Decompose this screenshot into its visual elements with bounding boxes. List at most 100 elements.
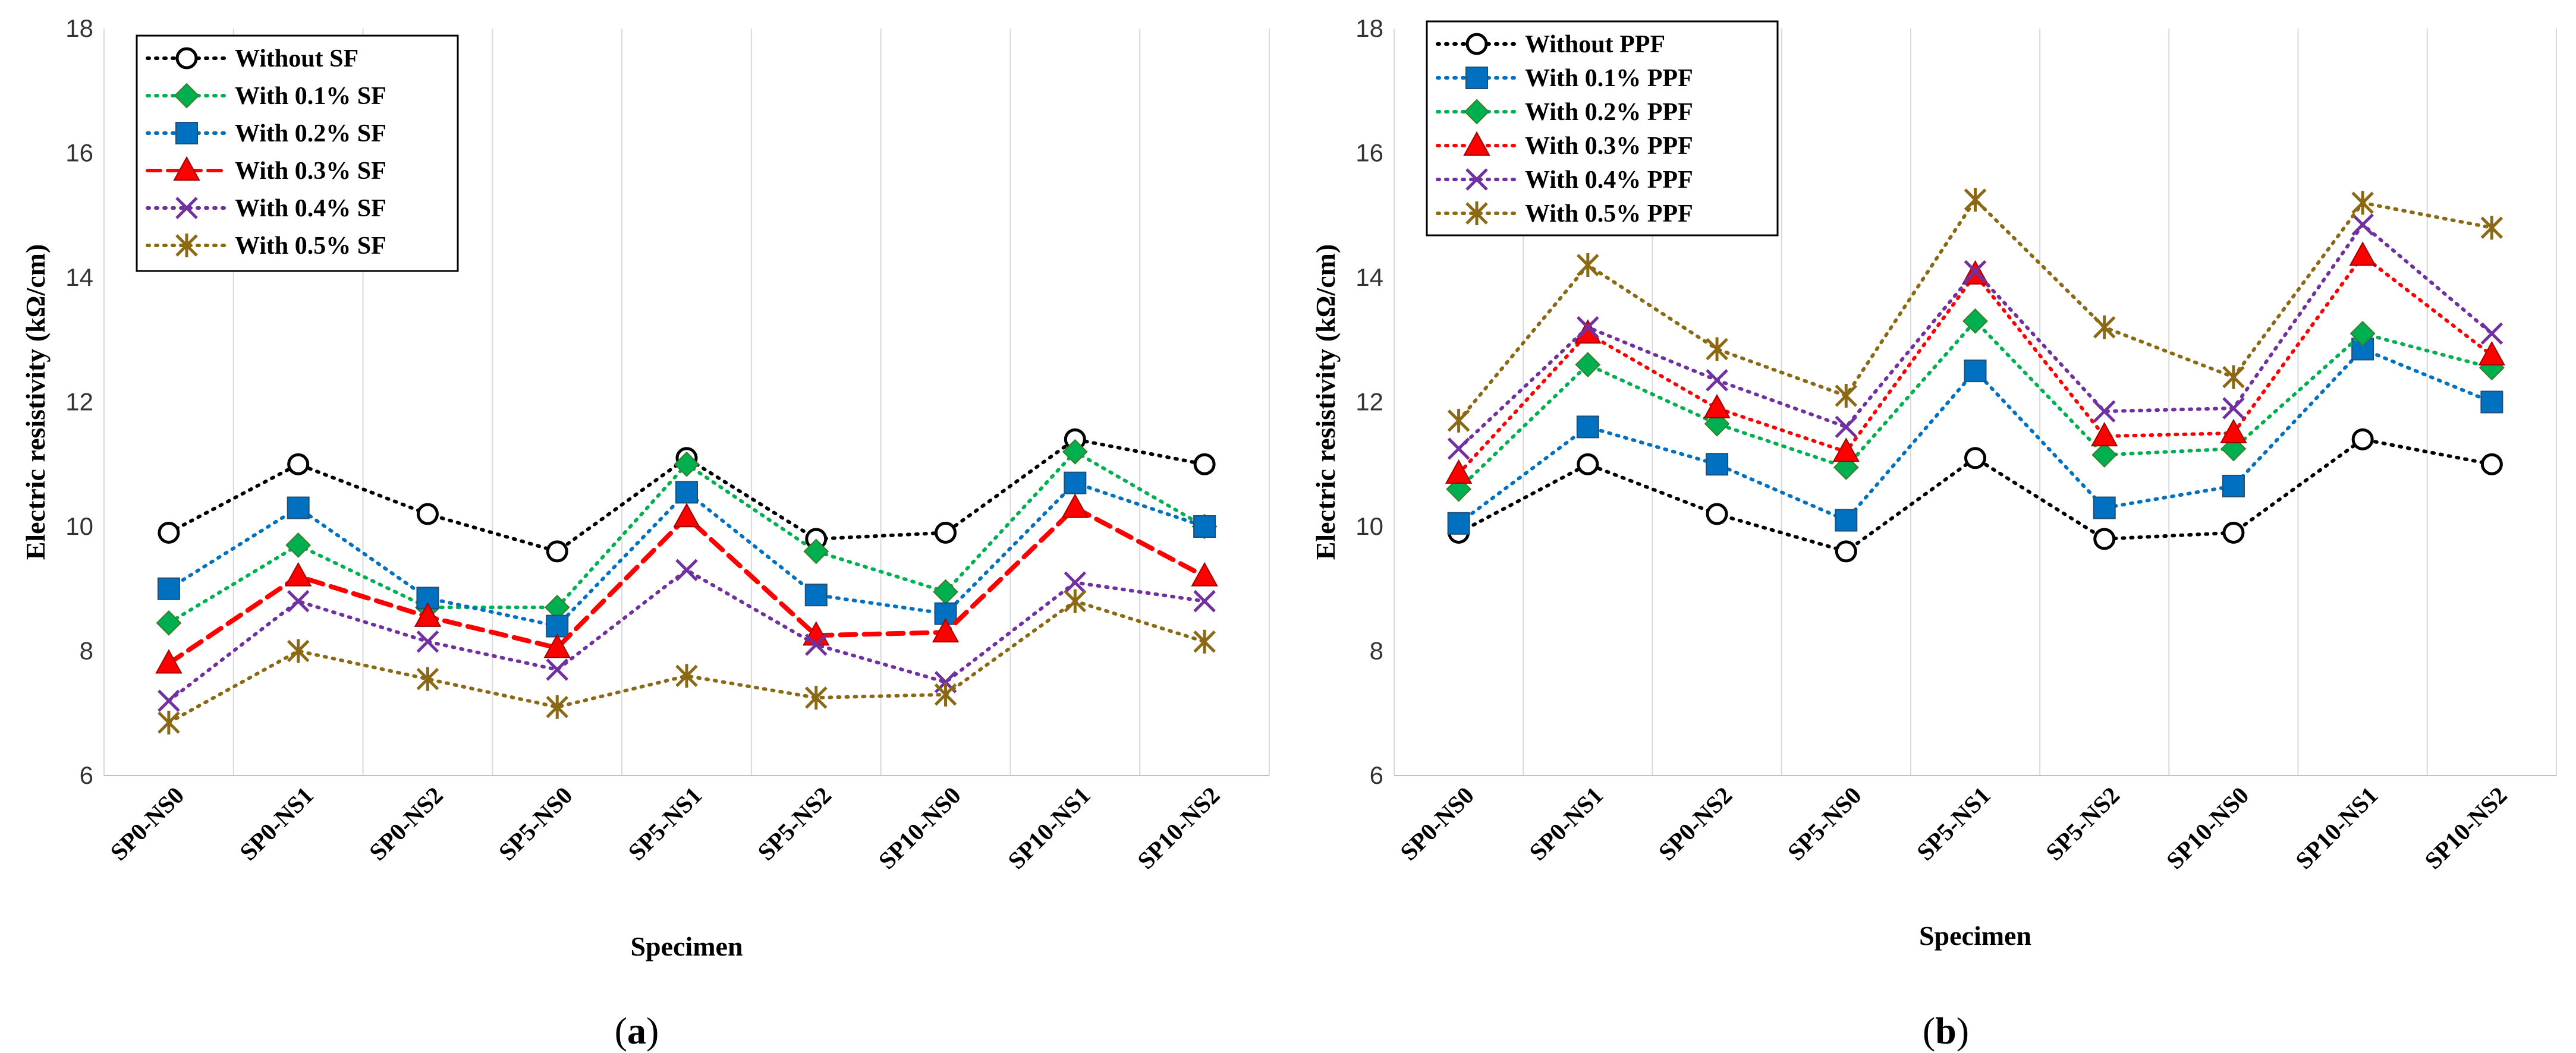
- data-point: [1964, 360, 1987, 383]
- data-point: [1835, 540, 1857, 563]
- chart-panel-a: 6 8 10 12 14 16 18 SP0-NS0 SP0-NS1 SP0-NS2 SP5-NS0…: [20, 14, 1270, 961]
- data-point: [675, 481, 698, 504]
- data-point: [1191, 562, 1218, 587]
- data-point: [2480, 216, 2503, 240]
- legend-entry: With 0.2% SF: [146, 120, 386, 147]
- legend-label: With 0.1% PPF: [1525, 65, 1693, 92]
- data-point: [1706, 337, 1728, 361]
- x-tick-label: SP10-NS2: [1132, 781, 1225, 875]
- data-point: [416, 630, 439, 653]
- data-point: [1962, 308, 1988, 334]
- data-point: [2480, 390, 2503, 414]
- x-axis-title: Specimen: [630, 931, 743, 961]
- legend-label: With 0.2% PPF: [1525, 99, 1693, 126]
- data-point: [1964, 260, 1987, 283]
- y-tick-label: 12: [65, 388, 93, 416]
- x-tick-label: SP0-NS0: [105, 781, 189, 866]
- x-tick-label: SP10-NS0: [873, 781, 966, 875]
- legend-marker: [175, 47, 198, 70]
- data-point: [2351, 191, 2374, 215]
- y-tick-label: 10: [1355, 512, 1383, 540]
- legend-marker: [1465, 201, 1488, 225]
- legend-entry: With 0.4% SF: [146, 195, 386, 222]
- series-with-0-2pct-sf: [157, 471, 1216, 638]
- data-point: [1706, 503, 1728, 525]
- legend-marker: [175, 122, 198, 144]
- x-tick-label: SP0-NS0: [1395, 781, 1479, 866]
- legend-entry: With 0.5% SF: [146, 232, 386, 260]
- legend-label: With 0.3% SF: [235, 157, 386, 185]
- y-tick-label: 6: [80, 761, 93, 789]
- data-point: [287, 496, 310, 519]
- legend-entry: With 0.1% SF: [146, 83, 386, 110]
- series-line: [1457, 197, 2494, 423]
- legend-label: With 0.2% SF: [235, 120, 386, 147]
- data-point: [2222, 521, 2245, 544]
- data-point: [2093, 528, 2116, 550]
- series-without-ppf: [1448, 428, 2503, 563]
- legend: Without PPF With 0.1% PPF With 0.2% PPF Wit…: [1426, 20, 1779, 237]
- legend: Without SF With 0.1% SF With 0.2% SF With 0…: [136, 34, 459, 272]
- series-with-0-4pct-ppf: [1447, 213, 2503, 460]
- legend-label: With 0.5% SF: [235, 232, 386, 260]
- series-line: [1457, 253, 2494, 475]
- legend-marker: [1463, 131, 1490, 156]
- legend-label: With 0.3% PPF: [1525, 133, 1693, 160]
- data-point: [2222, 365, 2245, 389]
- data-point: [1577, 316, 1599, 339]
- series-line: [1457, 318, 2494, 491]
- data-point: [2480, 453, 2503, 475]
- x-tick-label: SP0-NS2: [1653, 781, 1737, 866]
- x-tick-label: SP0-NS2: [364, 781, 448, 866]
- legend-label: With 0.4% SF: [235, 195, 386, 222]
- data-point: [933, 579, 958, 605]
- data-point: [2351, 428, 2374, 450]
- legend-marker: [1465, 168, 1488, 191]
- y-tick-label: 10: [65, 512, 93, 540]
- panel-label-b: (b): [1923, 1010, 1969, 1052]
- x-tick-label: SP10-NS1: [2290, 781, 2383, 875]
- data-point: [1835, 509, 1858, 532]
- y-tick-label: 18: [1355, 14, 1383, 42]
- y-tick-label: 16: [1355, 139, 1383, 167]
- series-with-0-4pct-sf: [158, 559, 1216, 712]
- data-point: [158, 710, 180, 734]
- data-point: [932, 618, 960, 643]
- data-point: [287, 639, 310, 663]
- y-tick-label: 8: [80, 637, 93, 665]
- series-with-0-3pct-sf: [155, 493, 1218, 674]
- legend-entry: With 0.1% PPF: [1436, 65, 1693, 92]
- data-point: [804, 584, 828, 607]
- y-axis-title: Electric resistivity (kΩ/cm): [1310, 244, 1341, 560]
- data-point: [2478, 341, 2506, 365]
- legend-label: With 0.5% PPF: [1525, 200, 1693, 228]
- data-point: [1835, 384, 1858, 408]
- data-point: [284, 562, 312, 587]
- x-tick-label: SP0-NS1: [234, 781, 319, 866]
- data-point: [156, 610, 182, 636]
- y-tick-label: 16: [65, 139, 93, 167]
- x-tick-label: SP10-NS1: [1002, 781, 1096, 875]
- data-point: [287, 453, 310, 475]
- x-tick-label: SP10-NS0: [2161, 781, 2254, 875]
- x-tick-label: SP5-NS0: [493, 781, 578, 866]
- data-point: [158, 689, 180, 712]
- legend-marker: [1465, 33, 1488, 55]
- data-point: [1447, 512, 1470, 535]
- data-point: [674, 451, 700, 477]
- data-point: [935, 521, 957, 544]
- panel-label-a: (a): [615, 1010, 659, 1052]
- data-point: [1064, 571, 1087, 594]
- data-point: [414, 602, 442, 627]
- legend-entry: Without SF: [146, 45, 358, 72]
- series-with-0-1pct-sf: [156, 439, 1218, 636]
- series-line: [166, 568, 1207, 703]
- data-point: [2480, 322, 2503, 345]
- legend-box: [136, 34, 459, 272]
- series-line: [1457, 437, 2494, 554]
- x-tick-label: SP0-NS1: [1524, 781, 1608, 866]
- series-with-0-5pct-ppf: [1447, 188, 2503, 433]
- data-point: [2093, 400, 2116, 423]
- legend-marker: [173, 156, 200, 181]
- legend-entry: With 0.2% PPF: [1436, 99, 1693, 126]
